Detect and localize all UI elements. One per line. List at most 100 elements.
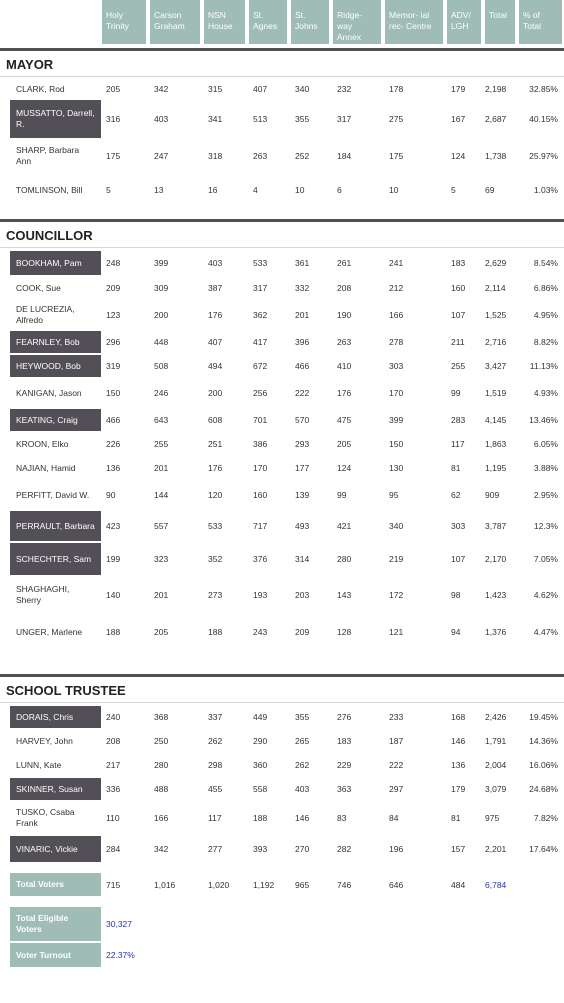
candidate-total: 975 bbox=[485, 813, 500, 823]
vote-count: 117 bbox=[208, 813, 222, 823]
candidate-percent: 7.05% bbox=[533, 554, 558, 564]
column-header-row: Holy Trinity Carson Graham NSN House St. Ag… bbox=[0, 0, 564, 48]
voter-turnout-value: 22.37% bbox=[106, 950, 135, 960]
vote-count: 278 bbox=[389, 337, 404, 347]
column-header-2: NSN House bbox=[204, 0, 245, 44]
vote-count: 107 bbox=[451, 554, 466, 564]
vote-count: 466 bbox=[106, 415, 121, 425]
vote-count: 209 bbox=[106, 283, 121, 293]
vote-count: 99 bbox=[451, 388, 461, 398]
candidate-row: MUSSATTO, Darrell, R. 316 403 341 513 355 317 2… bbox=[0, 99, 564, 139]
vote-count: 150 bbox=[106, 388, 121, 398]
vote-count: 361 bbox=[295, 258, 310, 268]
vote-count: 130 bbox=[389, 463, 404, 473]
vote-count: 317 bbox=[253, 283, 268, 293]
vote-count: 533 bbox=[208, 521, 223, 531]
vote-count: 314 bbox=[295, 554, 310, 564]
vote-count: 558 bbox=[253, 784, 268, 794]
vote-count: 179 bbox=[451, 784, 466, 794]
vote-count: 240 bbox=[106, 712, 121, 722]
candidate-name: SHARP, Barbara Ann bbox=[16, 145, 80, 166]
candidate-total: 3,787 bbox=[485, 521, 507, 531]
vote-count: 318 bbox=[208, 151, 223, 161]
vote-count: 177 bbox=[295, 463, 310, 473]
vote-count: 270 bbox=[295, 844, 310, 854]
candidate-percent: 1.03% bbox=[533, 185, 558, 195]
candidate-total: 2,114 bbox=[485, 283, 506, 293]
candidate-name: TOMLINSON, Bill bbox=[16, 184, 83, 195]
vote-count: 200 bbox=[208, 388, 223, 398]
candidate-total: 2,201 bbox=[485, 844, 507, 854]
vote-count: 407 bbox=[253, 84, 268, 94]
candidate-total: 69 bbox=[485, 185, 495, 195]
section-underline bbox=[0, 247, 564, 248]
vote-count: 376 bbox=[253, 554, 268, 564]
column-header-4: St. Johns bbox=[291, 0, 329, 44]
vote-count: 121 bbox=[389, 627, 404, 637]
vote-count: 199 bbox=[106, 554, 121, 564]
candidate-row: PERFITT, David W. 90 144 120 160 139 99 95 62 909… bbox=[0, 480, 564, 510]
vote-count: 205 bbox=[106, 84, 121, 94]
vote-count: 466 bbox=[295, 361, 310, 371]
vote-count: 196 bbox=[389, 844, 404, 854]
vote-count: 303 bbox=[389, 361, 404, 371]
vote-count: 513 bbox=[253, 114, 268, 124]
section-divider bbox=[0, 219, 564, 222]
vote-count: 403 bbox=[154, 114, 169, 124]
candidate-name: SKINNER, Susan bbox=[10, 778, 101, 800]
vote-count: 421 bbox=[337, 521, 352, 531]
vote-count: 255 bbox=[451, 361, 466, 371]
vote-count: 340 bbox=[295, 84, 310, 94]
vote-count: 403 bbox=[208, 258, 223, 268]
vote-count: 90 bbox=[106, 490, 116, 500]
section-title: MAYOR bbox=[6, 57, 54, 72]
vote-count: 208 bbox=[337, 283, 352, 293]
vote-count: 263 bbox=[253, 151, 268, 161]
vote-count: 407 bbox=[208, 337, 223, 347]
column-header-5: Ridge- way Annex bbox=[333, 0, 381, 44]
vote-count: 188 bbox=[106, 627, 121, 637]
candidate-percent: 17.64% bbox=[529, 844, 558, 854]
candidate-percent: 13.46% bbox=[529, 415, 558, 425]
candidate-row: KANIGAN, Jason 150 246 200 256 222 176 170 99 1,5… bbox=[0, 378, 564, 408]
candidate-total: 1,863 bbox=[485, 439, 507, 449]
vote-count: 170 bbox=[253, 463, 268, 473]
vote-count: 282 bbox=[337, 844, 352, 854]
candidate-name: KANIGAN, Jason bbox=[16, 387, 82, 398]
vote-count: 241 bbox=[389, 258, 404, 268]
vote-count: 98 bbox=[451, 590, 461, 600]
candidate-name: SHAGHAGHI, Sherry bbox=[16, 584, 70, 605]
voter-turnout-label: Voter Turnout bbox=[10, 943, 101, 967]
candidate-total: 2,687 bbox=[485, 114, 507, 124]
candidate-total: 1,525 bbox=[485, 310, 507, 320]
vote-count: 570 bbox=[295, 415, 310, 425]
vote-count: 399 bbox=[389, 415, 404, 425]
section-underline bbox=[0, 702, 564, 703]
vote-count: 144 bbox=[154, 490, 169, 500]
vote-count: 455 bbox=[208, 784, 223, 794]
section-mayor: MAYOR CLARK, Rod 205 342 315 407 340 232 178 179 2… bbox=[0, 48, 564, 207]
vote-count: 232 bbox=[337, 84, 352, 94]
vote-count: 128 bbox=[337, 627, 352, 637]
vote-count: 212 bbox=[389, 283, 404, 293]
candidate-percent: 32.85% bbox=[529, 84, 558, 94]
vote-count: 508 bbox=[154, 361, 169, 371]
vote-count: 336 bbox=[106, 784, 121, 794]
vote-count: 297 bbox=[389, 784, 404, 794]
total-voters-count: 484 bbox=[451, 879, 466, 890]
vote-count: 717 bbox=[253, 521, 268, 531]
vote-count: 261 bbox=[337, 258, 352, 268]
vote-count: 157 bbox=[451, 844, 466, 854]
vote-count: 201 bbox=[154, 463, 169, 473]
total-voters-count: 746 bbox=[337, 879, 352, 890]
vote-count: 124 bbox=[451, 151, 466, 161]
candidate-total: 1,791 bbox=[485, 736, 507, 746]
candidate-percent: 4.93% bbox=[533, 388, 558, 398]
candidate-total: 2,004 bbox=[485, 760, 507, 770]
vote-count: 179 bbox=[451, 84, 466, 94]
vote-count: 201 bbox=[295, 310, 310, 320]
column-header-0: Holy Trinity bbox=[102, 0, 146, 44]
vote-count: 193 bbox=[253, 590, 268, 600]
candidate-row: UNGER, Marlene 188 205 188 243 209 128 121 94 1,3… bbox=[0, 614, 564, 650]
vote-count: 363 bbox=[337, 784, 352, 794]
